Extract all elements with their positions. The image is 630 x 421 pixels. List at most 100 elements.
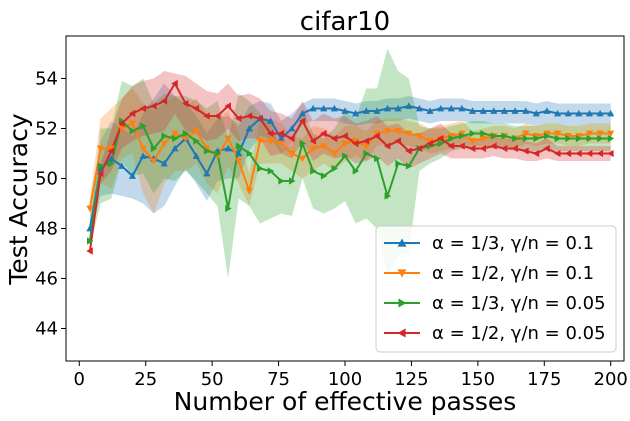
- legend: α = 1/3, γ/n = 0.1 α = 1/2, γ/n = 0.1 α = …: [375, 225, 617, 353]
- series-2-point: [373, 130, 381, 138]
- series-1-point: [288, 124, 296, 132]
- series-1-point: [554, 109, 562, 117]
- series-3-point: [448, 134, 455, 143]
- series-markers: [86, 79, 615, 255]
- legend-marker: [397, 238, 407, 247]
- series-4-point: [447, 142, 455, 150]
- legend-marker: [397, 328, 406, 338]
- series-3-point: [97, 162, 105, 170]
- series-4-point: [267, 129, 274, 138]
- series-3-point: [352, 167, 360, 175]
- x-tick-label: 200: [594, 369, 628, 390]
- series-2-point: [86, 205, 94, 213]
- series-2-point: [522, 130, 530, 138]
- series-2-point: [203, 145, 211, 153]
- series-4-point: [150, 102, 157, 110]
- series-2-point: [352, 138, 360, 145]
- series-3-point: [289, 177, 296, 185]
- series-4-point: [182, 99, 189, 108]
- series-1-point: [86, 224, 94, 232]
- series-2-point: [341, 140, 349, 148]
- series-4-point: [352, 139, 359, 148]
- series-2-point: [479, 135, 487, 143]
- series-1-point: [585, 109, 594, 117]
- series-2-point: [383, 128, 392, 135]
- series-2-point: [288, 150, 296, 158]
- series-4-point: [437, 134, 444, 143]
- series-1-point: [543, 107, 551, 114]
- series-4-point: [490, 142, 497, 150]
- series-2-point: [362, 143, 370, 150]
- series-1-band: [89, 83, 611, 239]
- series-1-point: [394, 104, 402, 112]
- legend-marker: [397, 269, 407, 278]
- series-3-point: [522, 134, 530, 143]
- series-4-point: [341, 132, 348, 140]
- series-3-point: [384, 192, 392, 200]
- series-4-point: [479, 144, 487, 153]
- series-4-point: [405, 147, 412, 155]
- series-4-point: [543, 144, 550, 153]
- series-4-point: [192, 104, 200, 113]
- series-1-point: [128, 172, 136, 179]
- legend-label: α = 1/2, γ/n = 0.05: [432, 323, 606, 344]
- series-1-point: [458, 104, 466, 112]
- series-3-point: [544, 132, 551, 140]
- series-1-point: [490, 107, 498, 114]
- series-4-point: [309, 137, 316, 145]
- series-3-point: [469, 129, 477, 138]
- series-1-point: [235, 149, 243, 157]
- series-1-point: [245, 124, 253, 132]
- series-2-point: [277, 140, 285, 148]
- x-tick-label: 25: [134, 369, 157, 390]
- series-1-point: [320, 104, 328, 112]
- series-1-point: [383, 104, 392, 112]
- series-4-point: [511, 144, 518, 153]
- series-4-point: [532, 149, 540, 158]
- series-2-point: [330, 150, 338, 158]
- series-2-point: [554, 130, 562, 138]
- series-1-point: [479, 107, 487, 114]
- series-4-point: [245, 112, 253, 120]
- series-4-point: [585, 149, 593, 158]
- series-2-point: [458, 130, 466, 138]
- series-3-point: [575, 134, 583, 143]
- series-3-point: [87, 237, 94, 245]
- series-3-point: [607, 134, 615, 143]
- series-4-point: [362, 137, 370, 145]
- series-4-point: [171, 79, 178, 88]
- series-2-point: [415, 133, 423, 140]
- series-2-point: [139, 145, 147, 153]
- series-3-point: [374, 154, 381, 163]
- series-1-point: [118, 162, 126, 169]
- series-1-point: [415, 104, 423, 112]
- series-1-point: [224, 144, 232, 152]
- series-2-point: [320, 143, 328, 150]
- series-3-point: [490, 132, 498, 140]
- series-1-point: [405, 102, 413, 109]
- series-4-point: [298, 117, 306, 125]
- series-1-point: [309, 104, 317, 112]
- series-4-point: [160, 97, 168, 105]
- series-4-point: [139, 104, 146, 113]
- series-1-point: [267, 117, 275, 124]
- series-4-point: [213, 112, 221, 120]
- series-1-point: [607, 109, 615, 117]
- series-4-point: [415, 144, 423, 153]
- series-4-point: [554, 149, 561, 158]
- series-2-point: [607, 130, 615, 138]
- series-4-point: [224, 102, 231, 110]
- series-3-point: [320, 172, 328, 180]
- series-1-point: [139, 152, 147, 159]
- series-3-point: [182, 129, 190, 138]
- series-4-point: [235, 114, 242, 123]
- series-3-point: [108, 159, 115, 168]
- series-3-point: [586, 134, 594, 143]
- series-1-point: [203, 169, 211, 177]
- chart-title: cifar10: [300, 7, 390, 37]
- series-3-point: [597, 134, 604, 143]
- y-tick-label: 44: [35, 319, 58, 340]
- y-tick-label: 46: [35, 269, 58, 290]
- series-1-point: [298, 109, 307, 117]
- x-tick-label: 150: [461, 369, 495, 390]
